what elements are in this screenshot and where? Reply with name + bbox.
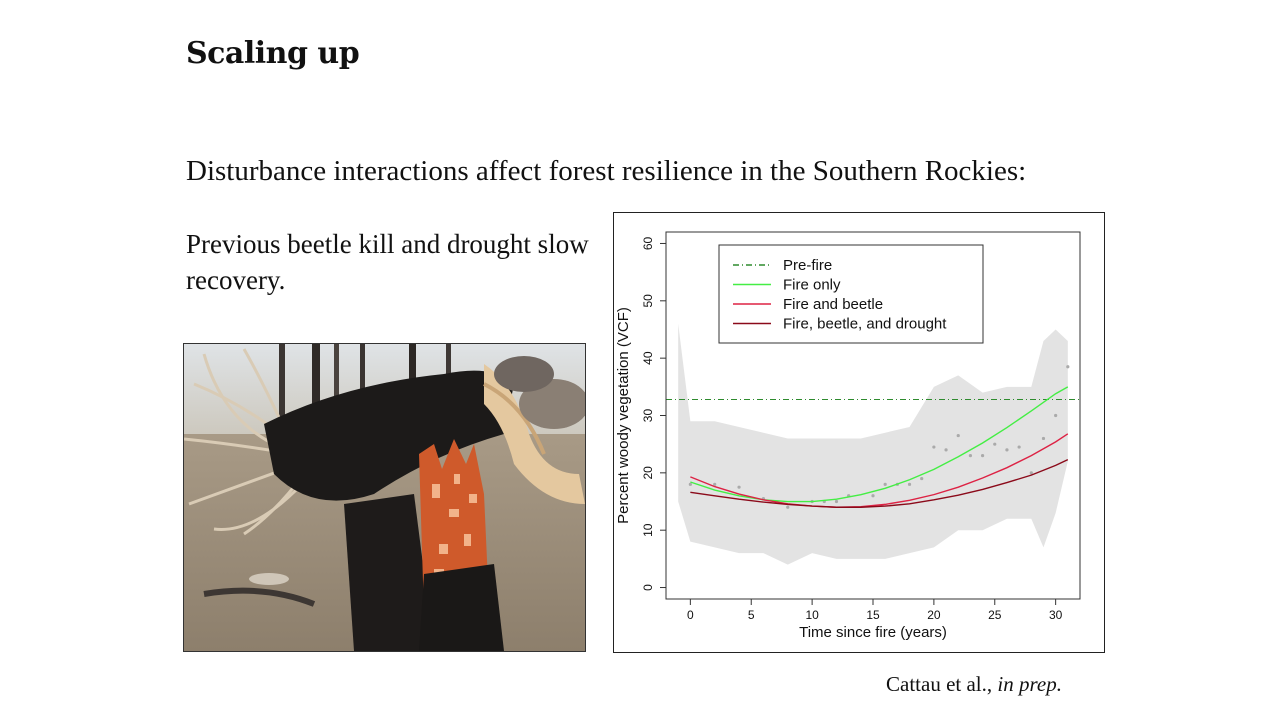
y-tick-label: 0 — [641, 584, 655, 591]
photo-illustration — [184, 344, 585, 651]
citation-authors: Cattau et al., — [886, 672, 993, 696]
y-tick-label: 40 — [641, 351, 655, 365]
legend-label: Fire only — [783, 277, 841, 294]
citation: Cattau et al., in prep. — [886, 672, 1062, 697]
data-point — [944, 448, 948, 452]
data-point — [871, 494, 875, 498]
data-point — [980, 454, 985, 458]
data-point — [688, 482, 692, 486]
confidence-band-layer — [678, 323, 1068, 565]
y-tick-label: 20 — [641, 466, 655, 480]
x-tick-label: 30 — [1049, 608, 1063, 622]
data-point — [920, 476, 924, 481]
y-axis-label: Percent woody vegetation (VCF) — [615, 307, 632, 524]
x-axis-label: Time since fire (years) — [799, 624, 947, 641]
chart-svg: 0 5 10 15 20 25 30 0 10 20 30 40 50 60 Time since fi… — [615, 231, 1081, 641]
bullet-text: Previous beetle kill and drought slow re… — [186, 229, 589, 295]
slide-subtitle: Disturbance interactions affect forest r… — [186, 155, 1027, 187]
recovery-chart: 0 5 10 15 20 25 30 0 10 20 30 40 50 60 Time since fi… — [613, 212, 1105, 653]
legend-label: Pre-fire — [783, 257, 832, 274]
y-axis: 0 10 20 30 40 50 60 — [641, 236, 667, 591]
y-tick-label: 10 — [641, 523, 655, 537]
data-point — [932, 445, 936, 449]
y-tick-label: 50 — [641, 294, 655, 308]
series-line-fire-beetle — [690, 433, 1069, 508]
data-point — [737, 485, 741, 489]
x-tick-label: 10 — [805, 608, 819, 622]
data-point — [786, 505, 790, 509]
x-tick-label: 0 — [687, 608, 694, 622]
data-point — [1005, 448, 1009, 452]
slide-title: Scaling up — [186, 36, 360, 71]
data-point — [1029, 471, 1033, 475]
data-point — [1041, 436, 1046, 441]
burned-tree-photo — [183, 343, 586, 652]
series-line-fire-beetle-drought — [690, 459, 1069, 508]
data-point — [993, 442, 997, 446]
legend-label: Fire and beetle — [783, 296, 883, 313]
x-tick-label: 15 — [866, 608, 880, 622]
series-lines-layer — [666, 386, 1080, 508]
x-tick-label: 5 — [748, 608, 755, 622]
y-tick-label: 30 — [641, 409, 655, 423]
data-point — [968, 454, 973, 458]
x-tick-label: 25 — [988, 608, 1002, 622]
data-point — [907, 482, 912, 486]
x-axis: 0 5 10 15 20 25 30 — [687, 598, 1063, 622]
legend-label: Fire, beetle, and drought — [783, 316, 947, 333]
data-point — [956, 433, 960, 438]
legend-box — [718, 244, 984, 344]
x-tick-label: 20 — [927, 608, 941, 622]
data-point — [713, 482, 717, 486]
data-point — [883, 482, 887, 486]
y-tick-label: 60 — [641, 236, 655, 250]
citation-status: in prep. — [997, 672, 1062, 696]
data-point — [1054, 413, 1058, 418]
data-point — [834, 499, 839, 504]
data-point — [1066, 365, 1070, 369]
data-point — [1017, 445, 1021, 449]
chart-legend: Pre-fire Fire only Fire and beetle Fire, be… — [718, 244, 984, 344]
confidence-band — [678, 323, 1068, 565]
